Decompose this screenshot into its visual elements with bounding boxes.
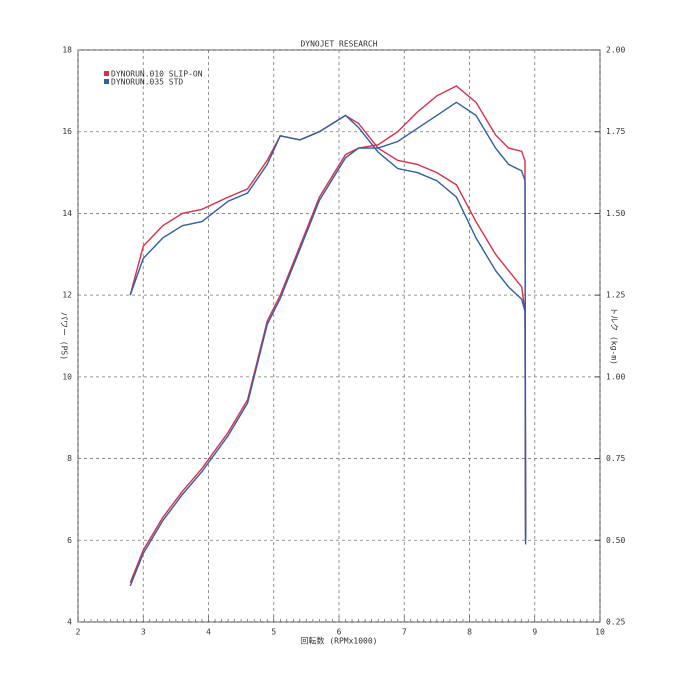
y-tick-label: 6 (67, 536, 72, 545)
y2-tick-label: 1.25 (606, 291, 625, 300)
torque-line (129, 101, 527, 587)
power-line (129, 114, 527, 541)
y-tick-label: 14 (62, 209, 72, 218)
y2-tick-label: 2.00 (606, 46, 625, 55)
power-line (129, 114, 527, 545)
y-tick-label: 8 (67, 454, 72, 463)
x-tick-label: 9 (532, 628, 537, 637)
x-tick-label: 3 (141, 628, 146, 637)
x-tick-label: 6 (337, 628, 342, 637)
legend-swatch (104, 79, 109, 84)
torque-line (129, 85, 527, 584)
x-axis-label: 回転数 (RPMx1000) (301, 636, 378, 646)
y-axis-label: パワー (PS) (60, 312, 69, 360)
legend-label: DYNORUN.010 SLIP-ON (111, 70, 203, 79)
y2-tick-label: 1.50 (606, 209, 625, 218)
legend-swatch (104, 71, 109, 76)
y-tick-label: 16 (62, 127, 72, 136)
y-tick-label: 18 (62, 46, 72, 55)
chart-title: DYNOJET RESEARCH (300, 40, 377, 49)
x-tick-label: 10 (595, 628, 605, 637)
y-tick-label: 12 (62, 291, 72, 300)
x-tick-label: 2 (76, 628, 81, 637)
y2-tick-label: 1.75 (606, 127, 625, 136)
y2-tick-label: 1.00 (606, 372, 625, 381)
y2-tick-label: 0.25 (606, 618, 625, 627)
x-tick-label: 5 (271, 628, 276, 637)
y-tick-label: 10 (62, 372, 72, 381)
x-tick-label: 7 (402, 628, 407, 637)
legend-label: DYNORUN.035 STD (111, 78, 183, 87)
x-tick-label: 8 (467, 628, 472, 637)
y2-tick-label: 0.50 (606, 536, 625, 545)
x-tick-label: 4 (206, 628, 211, 637)
y2-axis-label: トルク (kg-m) (610, 307, 619, 365)
y-tick-label: 4 (67, 618, 72, 627)
y2-tick-label: 0.75 (606, 454, 625, 463)
